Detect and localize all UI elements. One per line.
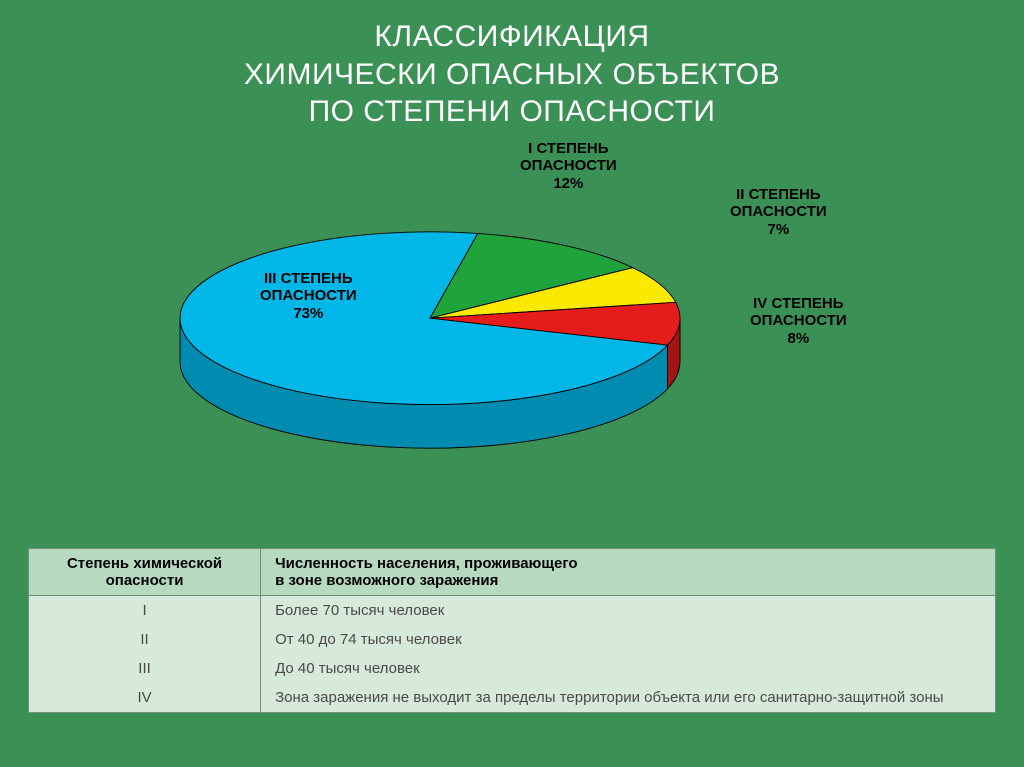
table-header-desc: Численность населения, проживающегов зон… (261, 549, 996, 596)
slice-label-percent: 12% (553, 175, 583, 192)
slice-label-line1: II СТЕПЕНЬ (736, 186, 821, 203)
table-cell-desc: Зона заражения не выходит за пределы тер… (261, 683, 996, 713)
slice-label-1: II СТЕПЕНЬОПАСНОСТИ7% (730, 186, 827, 238)
table-row: IVЗона заражения не выходит за пределы т… (29, 683, 996, 713)
table-body: IБолее 70 тысяч человекIIОт 40 до 74 тыс… (29, 596, 996, 713)
slice-label-line2: ОПАСНОСТИ (260, 287, 357, 304)
table-cell-degree: III (29, 654, 261, 683)
slice-label-0: I СТЕПЕНЬОПАСНОСТИ12% (520, 140, 617, 192)
title-line-2: ХИМИЧЕСКИ ОПАСНЫХ ОБЪЕКТОВ (244, 58, 780, 91)
slice-label-line1: I СТЕПЕНЬ (528, 140, 608, 157)
slice-label-2: IV СТЕПЕНЬОПАСНОСТИ8% (750, 295, 847, 347)
slice-label-line2: ОПАСНОСТИ (750, 312, 847, 329)
classification-table: Степень химическойопасности Численность … (28, 548, 996, 713)
table-row: IIОт 40 до 74 тысяч человек (29, 625, 996, 654)
slice-label-line2: ОПАСНОСТИ (730, 203, 827, 220)
slice-label-line1: III СТЕПЕНЬ (264, 270, 353, 287)
table-header-degree: Степень химическойопасности (29, 549, 261, 596)
table-cell-desc: До 40 тысяч человек (261, 654, 996, 683)
table-cell-desc: От 40 до 74 тысяч человек (261, 625, 996, 654)
table-cell-degree: I (29, 596, 261, 626)
table-row: IБолее 70 тысяч человек (29, 596, 996, 626)
slice-label-percent: 7% (767, 221, 789, 238)
page-title: КЛАССИФИКАЦИЯ ХИМИЧЕСКИ ОПАСНЫХ ОБЪЕКТОВ… (0, 18, 1024, 131)
table: Степень химическойопасности Численность … (28, 548, 996, 713)
slice-label-percent: 8% (787, 330, 809, 347)
table-head: Степень химическойопасности Численность … (29, 549, 996, 596)
slice-label-line1: IV СТЕПЕНЬ (753, 295, 843, 312)
table-cell-degree: IV (29, 683, 261, 713)
pie-chart: I СТЕПЕНЬОПАСНОСТИ12%II СТЕПЕНЬОПАСНОСТИ… (140, 200, 720, 480)
slice-label-percent: 73% (293, 305, 323, 322)
slice-label-3: III СТЕПЕНЬОПАСНОСТИ73% (260, 270, 357, 322)
pie-top-svg (140, 200, 720, 480)
title-line-3: ПО СТЕПЕНИ ОПАСНОСТИ (309, 95, 716, 128)
table-cell-degree: II (29, 625, 261, 654)
table-row: IIIДо 40 тысяч человек (29, 654, 996, 683)
slice-label-line2: ОПАСНОСТИ (520, 157, 617, 174)
title-line-1: КЛАССИФИКАЦИЯ (374, 20, 649, 53)
table-cell-desc: Более 70 тысяч человек (261, 596, 996, 626)
